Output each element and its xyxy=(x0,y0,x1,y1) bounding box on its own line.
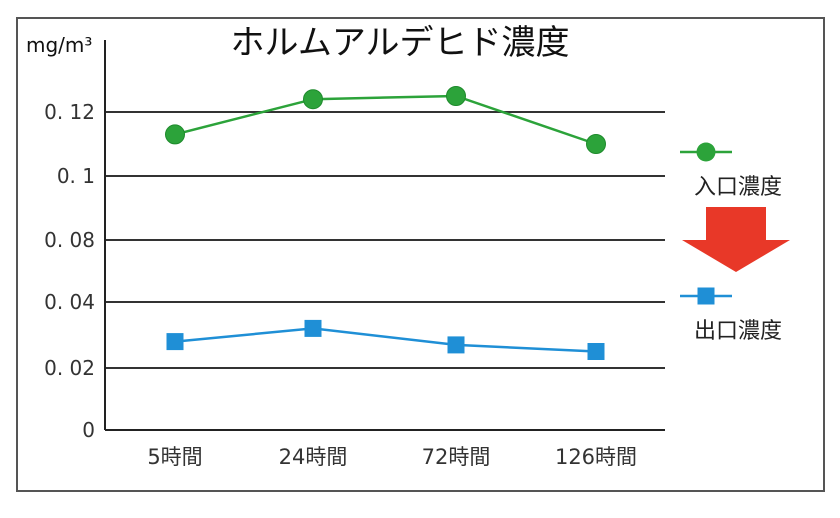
y-tick-label: 0. 04 xyxy=(44,290,95,314)
data-point xyxy=(166,333,184,351)
y-tick-labels: 0 0. 02 0. 04 0. 08 0. 1 0. 12 xyxy=(44,100,95,442)
y-tick-label: 0. 1 xyxy=(57,164,95,188)
legend-label: 出口濃度 xyxy=(694,319,782,344)
data-point xyxy=(304,319,322,337)
data-point xyxy=(165,124,185,145)
legend-marker xyxy=(697,287,715,305)
legend-marker xyxy=(696,142,716,162)
legend-label: 入口濃度 xyxy=(694,175,782,200)
down-arrow-icon xyxy=(682,207,790,272)
x-tick-label: 72時間 xyxy=(422,445,491,469)
data-point xyxy=(303,89,323,110)
x-tick-label: 5時間 xyxy=(147,445,202,469)
y-tick-label: 0 xyxy=(82,418,95,442)
data-point xyxy=(446,86,466,106)
axes xyxy=(104,40,665,431)
data-point xyxy=(587,343,605,360)
y-axis-unit: mg/m³ xyxy=(26,33,92,57)
series-line xyxy=(174,327,597,353)
y-tick-label: 0. 08 xyxy=(44,228,95,252)
series-group xyxy=(165,86,606,360)
chart-title: ホルムアルデヒド濃度 xyxy=(231,23,570,63)
x-tick-labels: 5時間 24時間 72時間 126時間 xyxy=(147,445,637,469)
y-tick-label: 0. 12 xyxy=(44,100,95,124)
x-tick-label: 24時間 xyxy=(279,445,348,469)
gridlines xyxy=(105,111,665,369)
data-point xyxy=(447,336,465,354)
data-point xyxy=(586,134,606,154)
y-tick-label: 0. 02 xyxy=(44,356,95,380)
series-line xyxy=(174,94,597,146)
x-tick-label: 126時間 xyxy=(555,445,637,469)
